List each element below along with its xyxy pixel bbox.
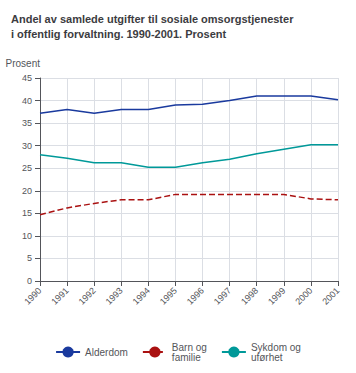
svg-text:20: 20 — [22, 186, 32, 196]
svg-text:2000: 2000 — [293, 285, 314, 306]
svg-text:30: 30 — [22, 141, 32, 151]
svg-text:40: 40 — [22, 96, 32, 106]
svg-text:0: 0 — [27, 276, 32, 286]
svg-text:45: 45 — [22, 73, 32, 83]
svg-text:25: 25 — [22, 163, 32, 173]
svg-text:1993: 1993 — [104, 285, 125, 306]
svg-text:Alderdom: Alderdom — [85, 347, 128, 358]
svg-text:35: 35 — [22, 118, 32, 128]
svg-text:1996: 1996 — [185, 285, 206, 306]
svg-text:1994: 1994 — [131, 285, 152, 306]
svg-text:Andel av samlede utgifter til: Andel av samlede utgifter til sosiale om… — [11, 13, 294, 25]
svg-text:Prosent: Prosent — [6, 58, 41, 69]
svg-text:2001: 2001 — [320, 285, 341, 306]
svg-text:1991: 1991 — [49, 285, 70, 306]
svg-text:Barn og: Barn og — [171, 341, 207, 353]
svg-text:familie: familie — [172, 352, 201, 363]
svg-text:1997: 1997 — [212, 285, 233, 306]
svg-text:1990: 1990 — [22, 285, 43, 306]
svg-text:10: 10 — [22, 231, 32, 241]
svg-text:Sykdom og: Sykdom og — [250, 341, 301, 353]
svg-text:5: 5 — [27, 253, 32, 263]
svg-text:1999: 1999 — [266, 285, 287, 306]
svg-text:1992: 1992 — [77, 285, 98, 306]
svg-text:1995: 1995 — [158, 285, 179, 306]
svg-text:uførhet: uførhet — [251, 352, 283, 363]
svg-text:1998: 1998 — [239, 285, 260, 306]
svg-text:i offentlig forvaltning. 1990-: i offentlig forvaltning. 1990-2001. Pros… — [11, 28, 226, 40]
svg-text:15: 15 — [22, 208, 32, 218]
